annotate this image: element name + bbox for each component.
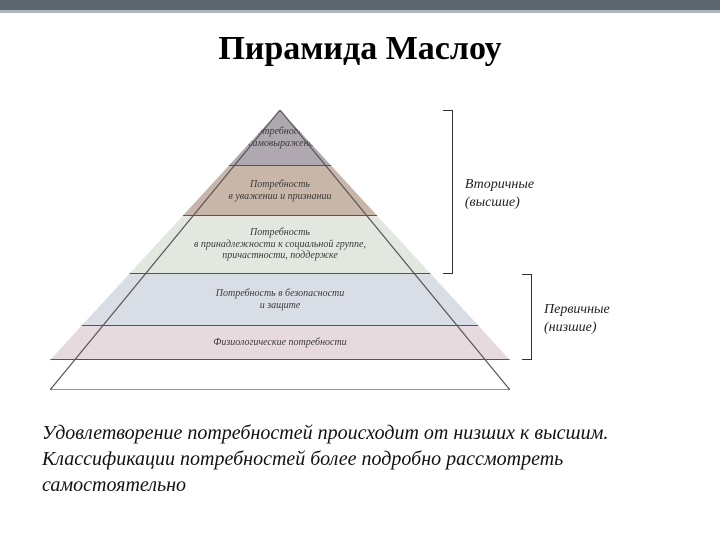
caption-text: Удовлетворение потребностей происходит о… xyxy=(42,420,700,498)
pyramid-level-0: Потребностьв самовыражении xyxy=(50,110,510,166)
pyramid-level-label-4: Физиологические потребности xyxy=(207,337,352,349)
pyramid-level-label-0: Потребностьв самовыражении xyxy=(235,126,324,149)
pyramid-level-label-3: Потребность в безопасностии защите xyxy=(210,288,350,311)
pyramid-level-3: Потребность в безопасностии защите xyxy=(50,274,510,326)
bracket-bottom xyxy=(522,274,532,360)
pyramid-level-label-2: Потребностьв принадлежности к социальной… xyxy=(188,227,372,262)
bracket-bottom-label: Первичные(низшие) xyxy=(544,301,610,336)
pyramid-level-2: Потребностьв принадлежности к социальной… xyxy=(50,216,510,274)
pyramid-level-4: Физиологические потребности xyxy=(50,326,510,360)
bracket-top-label: Вторичные(высшие) xyxy=(465,176,534,211)
page-title: Пирамида Маслоу xyxy=(218,30,501,68)
top-bar-accent xyxy=(0,10,720,13)
pyramid-level-1: Потребностьв уважении и признании xyxy=(50,166,510,216)
bracket-top xyxy=(443,110,453,274)
pyramid: Потребностьв самовыражении Потребностьв у… xyxy=(50,110,510,390)
pyramid-container: Потребностьв самовыражении Потребностьв у… xyxy=(50,110,510,390)
pyramid-level-label-1: Потребностьв уважении и признании xyxy=(223,179,338,202)
top-bar xyxy=(0,0,720,10)
